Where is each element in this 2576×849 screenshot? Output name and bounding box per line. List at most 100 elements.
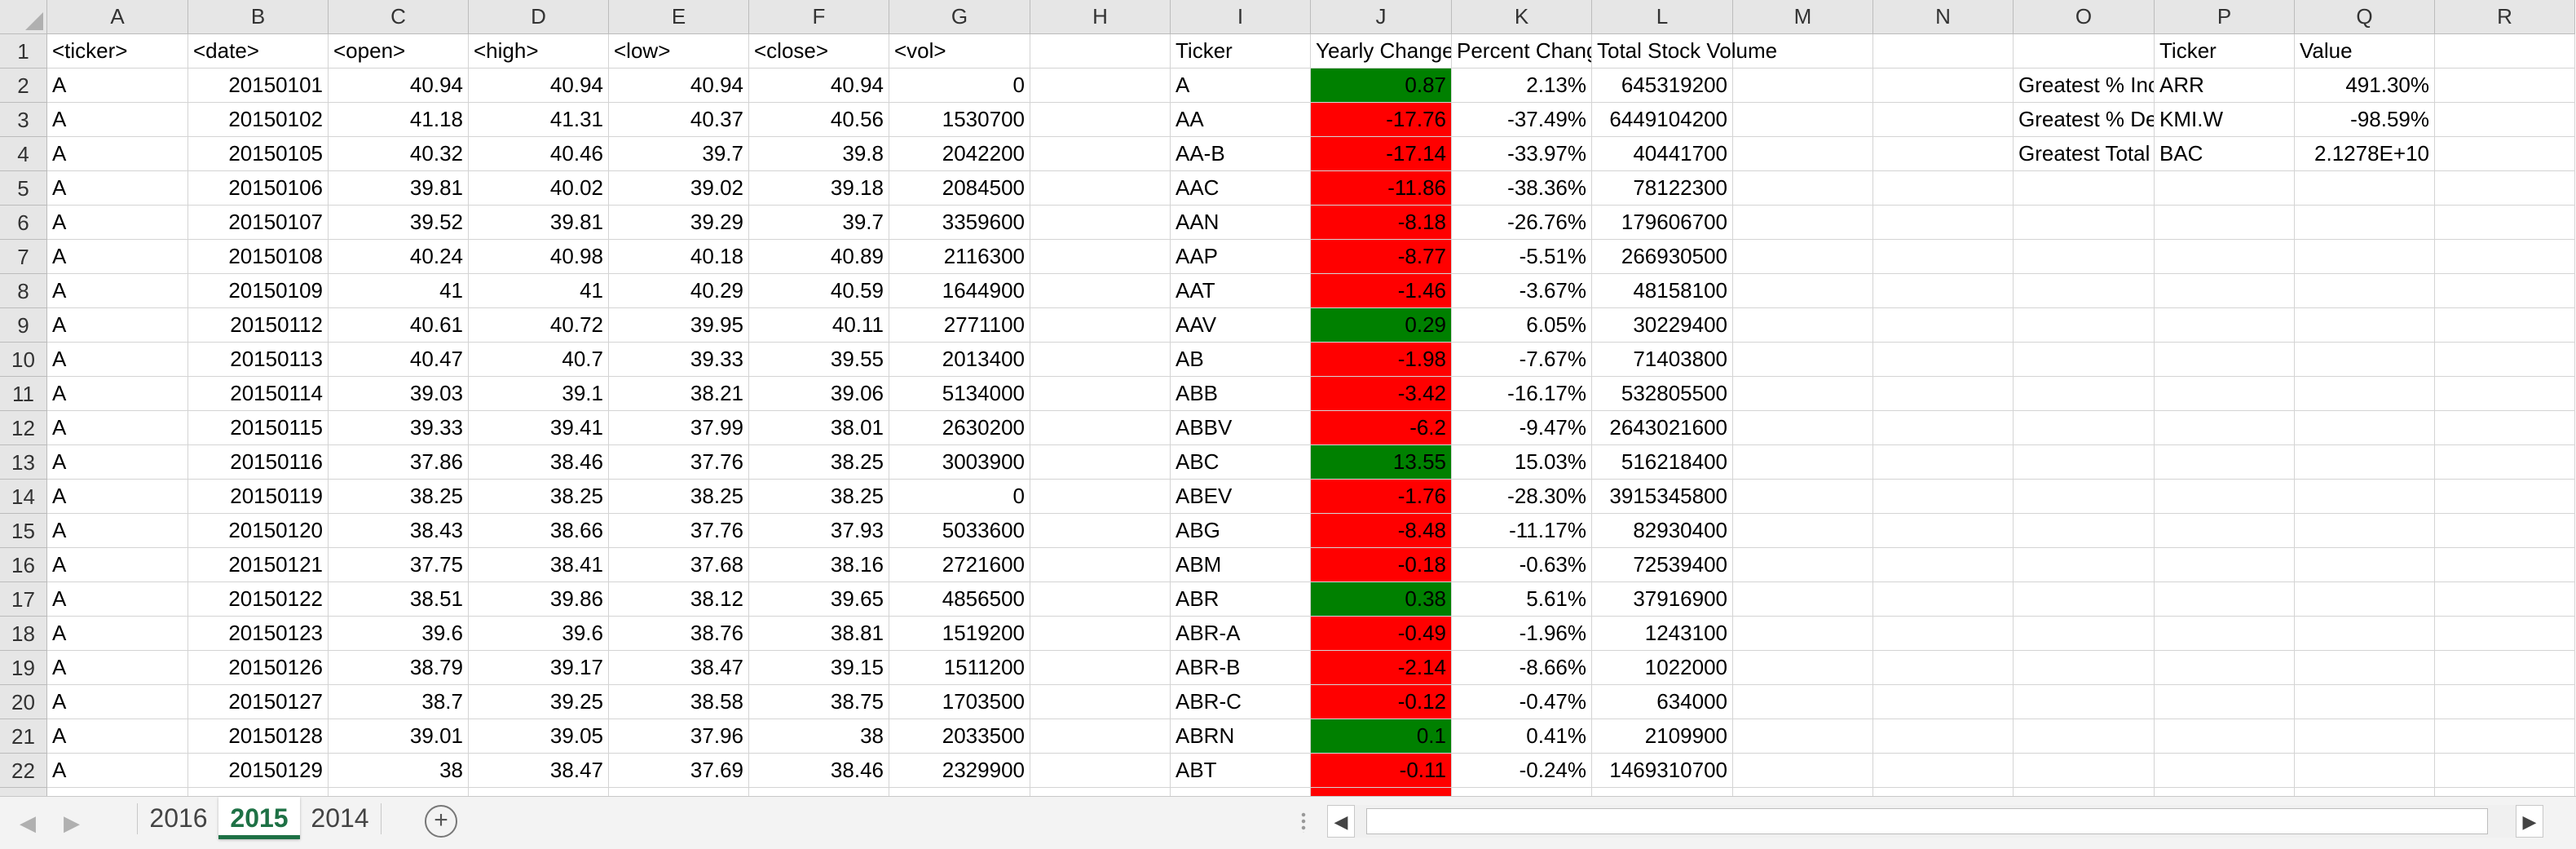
cell-A17[interactable]: A [47,582,188,617]
cell-O8[interactable] [2014,274,2155,308]
cell-B21[interactable]: 20150128 [188,719,329,754]
cell-A9[interactable]: A [47,308,188,343]
cell-N12[interactable] [1873,411,2014,445]
cell-A5[interactable]: A [47,171,188,206]
cell-P6[interactable] [2155,206,2295,240]
cell-B15[interactable]: 20150120 [188,514,329,548]
cell-R13[interactable] [2435,445,2575,480]
cell-E21[interactable]: 37.96 [609,719,749,754]
cell-Q1[interactable]: Value [2295,34,2435,69]
cell-I5[interactable]: AAC [1171,171,1311,206]
cell-H20[interactable] [1030,685,1171,719]
row-header[interactable]: 23 [0,788,47,796]
cell-K19[interactable]: -8.66% [1452,651,1592,685]
cell-J13[interactable]: 13.55 [1311,445,1452,480]
cell-R5[interactable] [2435,171,2575,206]
cell-O21[interactable] [2014,719,2155,754]
cell-Q4[interactable]: 2.1278E+10 [2295,137,2435,171]
cell-Q20[interactable] [2295,685,2435,719]
add-sheet-icon[interactable]: + [425,805,457,838]
cell-K8[interactable]: -3.67% [1452,274,1592,308]
cell-B16[interactable]: 20150121 [188,548,329,582]
cell-J16[interactable]: -0.18 [1311,548,1452,582]
cell-E19[interactable]: 38.47 [609,651,749,685]
cell-I18[interactable]: ABR-A [1171,617,1311,651]
cell-A19[interactable]: A [47,651,188,685]
cell-C16[interactable]: 37.75 [329,548,469,582]
cell-N13[interactable] [1873,445,2014,480]
cell-C15[interactable]: 38.43 [329,514,469,548]
cell-G20[interactable]: 1703500 [889,685,1030,719]
row-header[interactable]: 6 [0,206,47,240]
cell-N5[interactable] [1873,171,2014,206]
cell-B20[interactable]: 20150127 [188,685,329,719]
cell-Q18[interactable] [2295,617,2435,651]
cell-G11[interactable]: 5134000 [889,377,1030,411]
cell-F12[interactable]: 38.01 [749,411,889,445]
cell-A23[interactable]: A [47,788,188,796]
cell-C4[interactable]: 40.32 [329,137,469,171]
cell-O6[interactable] [2014,206,2155,240]
cell-E10[interactable]: 39.33 [609,343,749,377]
cell-L18[interactable]: 1243100 [1592,617,1733,651]
cell-J5[interactable]: -11.86 [1311,171,1452,206]
cell-H1[interactable] [1030,34,1171,69]
cell-C20[interactable]: 38.7 [329,685,469,719]
cell-O12[interactable] [2014,411,2155,445]
cell-O2[interactable]: Greatest % Increase [2014,69,2155,103]
cell-R7[interactable] [2435,240,2575,274]
cell-E9[interactable]: 39.95 [609,308,749,343]
cell-R20[interactable] [2435,685,2575,719]
cell-P15[interactable] [2155,514,2295,548]
column-header[interactable]: Q [2295,0,2435,34]
cell-N23[interactable] [1873,788,2014,796]
column-header[interactable]: R [2435,0,2575,34]
cell-K9[interactable]: 6.05% [1452,308,1592,343]
cell-G14[interactable]: 0 [889,480,1030,514]
cell-G3[interactable]: 1530700 [889,103,1030,137]
cell-D15[interactable]: 38.66 [469,514,609,548]
cell-H18[interactable] [1030,617,1171,651]
cell-L14[interactable]: 3915345800 [1592,480,1733,514]
cell-M9[interactable] [1733,308,1873,343]
cell-Q9[interactable] [2295,308,2435,343]
cell-M18[interactable] [1733,617,1873,651]
cell-E15[interactable]: 37.76 [609,514,749,548]
cell-P23[interactable] [2155,788,2295,796]
cell-E1[interactable]: <low> [609,34,749,69]
cell-L6[interactable]: 179606700 [1592,206,1733,240]
cell-H7[interactable] [1030,240,1171,274]
row-header[interactable]: 21 [0,719,47,754]
cell-M14[interactable] [1733,480,1873,514]
cell-P3[interactable]: KMI.W [2155,103,2295,137]
cell-J10[interactable]: -1.98 [1311,343,1452,377]
cell-E8[interactable]: 40.29 [609,274,749,308]
cell-K1[interactable]: Percent Change [1452,34,1592,69]
cell-D21[interactable]: 39.05 [469,719,609,754]
cell-D1[interactable]: <high> [469,34,609,69]
cell-O16[interactable] [2014,548,2155,582]
cell-J21[interactable]: 0.1 [1311,719,1452,754]
cell-Q16[interactable] [2295,548,2435,582]
cell-B7[interactable]: 20150108 [188,240,329,274]
cell-G19[interactable]: 1511200 [889,651,1030,685]
cell-R6[interactable] [2435,206,2575,240]
cell-B23[interactable]: 20150130 [188,788,329,796]
cell-L5[interactable]: 78122300 [1592,171,1733,206]
cell-Q6[interactable] [2295,206,2435,240]
cell-A14[interactable]: A [47,480,188,514]
cell-A3[interactable]: A [47,103,188,137]
cell-R9[interactable] [2435,308,2575,343]
sheet-tab-2014[interactable]: 2014 [311,803,369,833]
row-header[interactable]: 10 [0,343,47,377]
cell-A1[interactable]: <ticker> [47,34,188,69]
cell-K2[interactable]: 2.13% [1452,69,1592,103]
cell-F16[interactable]: 38.16 [749,548,889,582]
cell-Q3[interactable]: -98.59% [2295,103,2435,137]
row-header[interactable]: 4 [0,137,47,171]
cell-H10[interactable] [1030,343,1171,377]
cell-Q8[interactable] [2295,274,2435,308]
cell-O9[interactable] [2014,308,2155,343]
cell-G13[interactable]: 3003900 [889,445,1030,480]
cell-M20[interactable] [1733,685,1873,719]
